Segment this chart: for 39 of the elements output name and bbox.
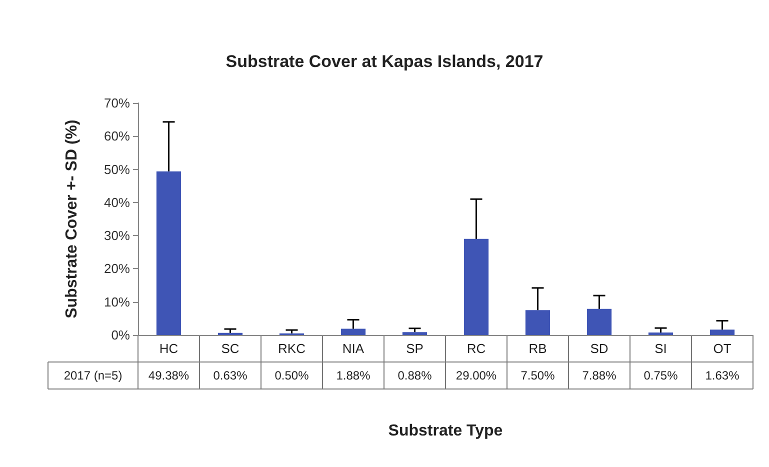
x-tick-label: RC xyxy=(466,341,486,356)
data-label: 49.38% xyxy=(148,368,190,382)
x-tick-label: NIA xyxy=(342,341,364,356)
x-axis-title: Substrate Type xyxy=(388,422,503,440)
data-label: 29.00% xyxy=(456,368,497,382)
bar xyxy=(402,332,428,335)
x-tick-label: SD xyxy=(590,341,608,356)
y-axis-title: Substrate Cover +- SD (%) xyxy=(64,120,80,318)
bar xyxy=(525,310,550,335)
y-tick-label: 10% xyxy=(104,294,130,310)
bar xyxy=(586,308,612,335)
x-tick-label: SP xyxy=(406,341,424,356)
text: 2017 (n=5) xyxy=(64,368,122,382)
x-tick-label: SC xyxy=(221,341,240,356)
bar xyxy=(464,238,489,335)
y-tick-label: 40% xyxy=(104,194,130,210)
x-tick-label: HC xyxy=(159,341,178,356)
data-label: 0.75% xyxy=(644,368,678,382)
data-label: 0.63% xyxy=(213,368,248,382)
y-tick-label: 70% xyxy=(104,96,130,110)
y-tick-label: 60% xyxy=(104,128,130,144)
data-label: 0.50% xyxy=(274,368,310,382)
x-tick-label: OT xyxy=(713,341,732,356)
y-tick-label: 0% xyxy=(111,328,130,342)
data-label: 7.50% xyxy=(520,368,556,382)
data-label: 7.88% xyxy=(582,368,617,382)
bar xyxy=(710,330,735,335)
data-label: 1.63% xyxy=(705,368,740,382)
bar xyxy=(156,171,182,335)
x-tick-label: RB xyxy=(528,341,547,356)
y-tick-label: 20% xyxy=(104,261,130,276)
chart-title: Substrate Cover at Kapas Islands, 2017 xyxy=(226,52,544,71)
x-tick-label: SI xyxy=(654,341,667,356)
data-label: 0.88% xyxy=(398,368,432,382)
y-tick-label: 50% xyxy=(104,162,130,177)
data-label: 1.88% xyxy=(336,368,371,382)
x-tick-label: RKC xyxy=(278,341,306,356)
y-tick-label: 30% xyxy=(104,228,130,244)
bar xyxy=(340,328,366,335)
